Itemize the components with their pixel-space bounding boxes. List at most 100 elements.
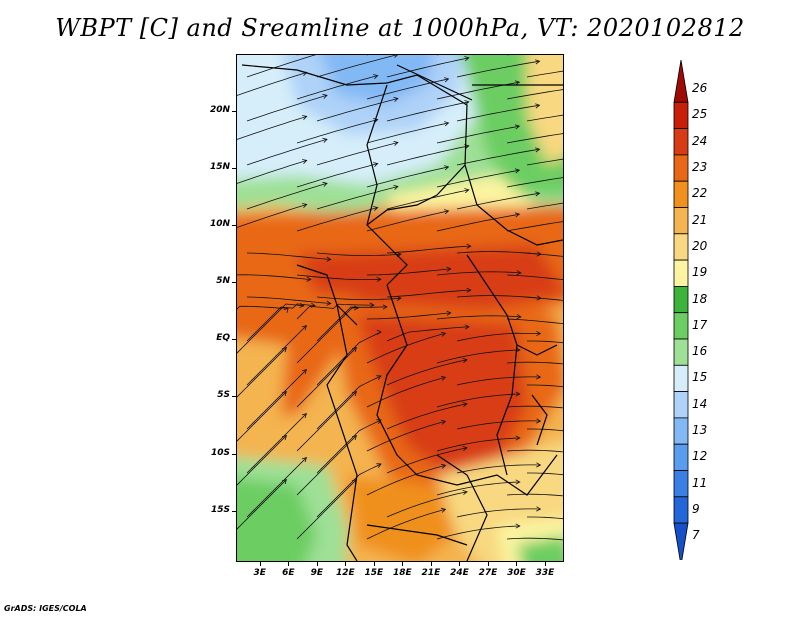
streamline xyxy=(506,493,563,497)
streamline-arrow xyxy=(393,97,399,102)
streamline xyxy=(527,428,563,432)
colorbar-swatch xyxy=(673,496,689,524)
streamline-arrow xyxy=(536,418,542,424)
streamline-arrow xyxy=(464,324,470,330)
streamline-arrow xyxy=(440,419,447,425)
streamline-arrow xyxy=(514,124,521,130)
colorbar-swatch xyxy=(673,443,689,471)
colorbar-label: 15 xyxy=(692,370,708,385)
map-title: WBPT [C] and Sreamline at 1000hPa, VT: 2… xyxy=(55,14,745,42)
streamline xyxy=(456,508,541,518)
streamline xyxy=(456,104,540,122)
streamline xyxy=(366,332,446,364)
streamline xyxy=(237,479,287,530)
streamline-arrow xyxy=(393,185,399,190)
lat-tick-label: 5N xyxy=(216,276,230,287)
lon-tick-mark xyxy=(516,562,518,566)
streamline-arrow xyxy=(351,435,357,441)
streamline xyxy=(366,78,449,100)
streamline xyxy=(316,252,401,256)
streamline-arrow xyxy=(515,479,521,485)
colorbar-label: 18 xyxy=(692,291,708,306)
streamline-arrow xyxy=(515,391,521,397)
lon-tick-label: 12E xyxy=(335,568,355,578)
colorbar-label: 9 xyxy=(692,501,700,516)
streamline-arrow xyxy=(376,329,382,335)
streamline xyxy=(366,268,451,276)
streamline xyxy=(527,472,563,476)
colorbar-label: 26 xyxy=(692,81,708,96)
streamline-arrow xyxy=(462,358,468,364)
map-panel[interactable] xyxy=(236,54,564,562)
streamline-arrow xyxy=(301,413,307,419)
lon-tick-mark xyxy=(345,562,347,566)
lat-tick-mark xyxy=(232,339,236,341)
country-borders xyxy=(241,64,563,561)
streamline xyxy=(246,303,316,342)
streamline xyxy=(386,101,469,122)
streamline xyxy=(506,133,563,144)
streamline xyxy=(526,70,563,78)
streamline-arrow xyxy=(535,103,541,109)
streamline-arrow xyxy=(302,203,308,208)
streamline xyxy=(366,376,446,408)
colorbar xyxy=(673,60,689,560)
streamline xyxy=(456,251,541,255)
streamline-arrow xyxy=(351,391,357,397)
lon-tick-mark xyxy=(402,562,404,566)
streamline-arrow xyxy=(536,506,542,512)
streamline xyxy=(246,413,307,474)
streamline xyxy=(527,516,563,520)
streamline xyxy=(296,347,357,408)
lat-tick-label: 15N xyxy=(209,162,230,173)
streamline xyxy=(456,420,541,430)
colorbar-swatch xyxy=(673,60,689,103)
streamline-arrow xyxy=(393,141,399,146)
streamline-arrow xyxy=(302,159,308,164)
lon-tick-label: 33E xyxy=(535,568,555,578)
streamline-arrow xyxy=(326,256,332,262)
streamline xyxy=(316,55,398,78)
colorbar-swatch xyxy=(673,312,689,340)
streamline xyxy=(527,384,563,388)
streamline xyxy=(456,148,540,166)
streamline-arrow xyxy=(514,168,521,174)
streamline xyxy=(506,221,563,232)
streamline-arrow xyxy=(301,369,307,375)
lon-tick-mark xyxy=(430,562,432,566)
streamline xyxy=(526,296,563,301)
streamline xyxy=(386,447,468,474)
streamline xyxy=(506,405,563,409)
streamline xyxy=(506,274,563,280)
streamline xyxy=(237,72,307,96)
streamline xyxy=(506,318,563,324)
colorbar-label: 16 xyxy=(692,344,708,359)
lon-tick-label: 6E xyxy=(282,568,295,578)
colorbar-label: 24 xyxy=(692,133,708,148)
streamline xyxy=(436,393,520,408)
streamline xyxy=(506,449,563,453)
streamline-arrow xyxy=(326,300,332,306)
colorbar-swatch xyxy=(673,101,689,129)
streamline xyxy=(316,142,399,166)
streamline xyxy=(456,295,541,299)
streamline xyxy=(386,491,468,518)
streamline xyxy=(246,325,307,386)
lon-tick-mark xyxy=(544,562,546,566)
streamline xyxy=(436,213,520,232)
streamline xyxy=(386,359,468,386)
streamline xyxy=(296,274,381,280)
streamline xyxy=(316,463,382,518)
streamline xyxy=(456,332,541,342)
streamline xyxy=(527,340,563,344)
colorbar-swatch xyxy=(673,259,689,287)
streamline-arrow xyxy=(281,391,287,397)
streamline xyxy=(526,202,563,210)
streamline xyxy=(237,303,304,310)
colorbar-label: 20 xyxy=(692,238,708,253)
streamline-arrow xyxy=(515,523,521,529)
colorbar-label: 22 xyxy=(692,186,708,201)
lat-tick-mark xyxy=(232,225,236,227)
colorbar-swatch xyxy=(673,338,689,366)
streamline-arrow xyxy=(353,305,360,311)
